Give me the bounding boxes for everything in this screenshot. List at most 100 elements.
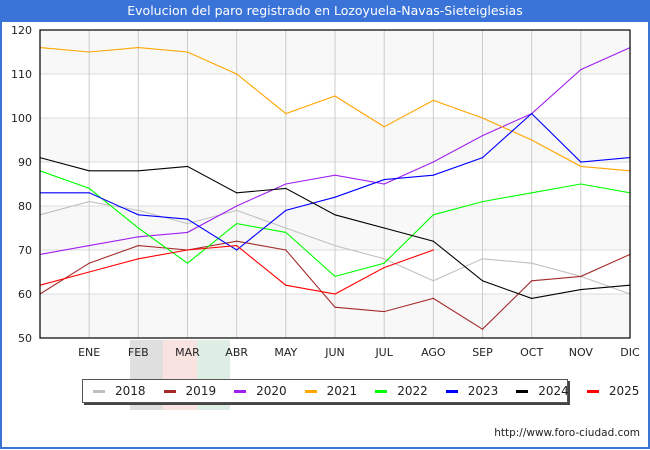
y-tick-label: 110 bbox=[11, 68, 32, 81]
data-point-2019 bbox=[88, 262, 90, 264]
data-point-2022 bbox=[481, 201, 484, 203]
data-point-2020 bbox=[334, 174, 336, 176]
data-point-2021 bbox=[88, 51, 90, 53]
x-tick-label: MAY bbox=[274, 346, 297, 359]
data-point-2022 bbox=[383, 262, 385, 264]
data-point-2023 bbox=[88, 192, 90, 194]
legend-item-2025: 2025 bbox=[586, 384, 639, 398]
data-point-2020 bbox=[186, 231, 189, 233]
x-tick-label: NOV bbox=[569, 346, 594, 359]
legend-label: 2020 bbox=[256, 384, 287, 398]
data-point-2025 bbox=[88, 271, 90, 273]
legend-swatch bbox=[234, 389, 247, 393]
data-point-2021 bbox=[432, 99, 434, 101]
data-point-2019 bbox=[137, 245, 139, 247]
data-point-2025 bbox=[383, 267, 385, 269]
data-point-2021 bbox=[236, 73, 238, 75]
data-point-2022 bbox=[531, 192, 533, 194]
data-point-2022 bbox=[137, 227, 139, 229]
y-tick-label: 60 bbox=[18, 288, 32, 301]
data-point-2024 bbox=[383, 227, 385, 229]
data-point-2022 bbox=[88, 187, 90, 189]
x-tick-label: MAR bbox=[175, 346, 200, 359]
data-point-2022 bbox=[285, 231, 287, 233]
source-url: http://www.foro-ciudad.com bbox=[494, 427, 640, 439]
legend-item-2023: 2023 bbox=[445, 384, 498, 398]
data-point-2023 bbox=[137, 214, 139, 216]
data-point-2024 bbox=[531, 297, 533, 299]
data-point-2021 bbox=[285, 113, 287, 115]
data-point-2025 bbox=[285, 284, 287, 286]
data-point-2019 bbox=[580, 275, 582, 277]
legend-label: 2024 bbox=[538, 384, 569, 398]
data-point-2024 bbox=[236, 192, 238, 194]
y-tick-label: 90 bbox=[18, 156, 32, 169]
data-point-2018 bbox=[236, 209, 238, 211]
legend-item-2022: 2022 bbox=[375, 384, 428, 398]
data-point-2023 bbox=[186, 218, 189, 220]
x-tick-label: SEP bbox=[472, 346, 493, 359]
data-point-2025 bbox=[432, 249, 434, 251]
data-point-2021 bbox=[334, 95, 336, 97]
x-tick-label: FEB bbox=[128, 346, 149, 359]
data-point-2019 bbox=[531, 280, 533, 282]
data-point-2019 bbox=[481, 328, 484, 330]
data-point-2025 bbox=[186, 249, 189, 251]
legend-label: 2022 bbox=[397, 384, 428, 398]
x-tick-label: DIC bbox=[620, 346, 640, 359]
data-point-2023 bbox=[531, 113, 533, 115]
legend-swatch bbox=[516, 389, 529, 393]
data-point-2020 bbox=[137, 236, 139, 238]
data-point-2020 bbox=[285, 183, 287, 185]
data-point-2020 bbox=[236, 205, 238, 207]
data-point-2019 bbox=[236, 240, 238, 242]
data-point-2020 bbox=[383, 183, 385, 185]
data-point-2024 bbox=[334, 214, 336, 216]
data-point-2025 bbox=[236, 245, 238, 247]
legend-swatch bbox=[586, 389, 599, 393]
data-point-2020 bbox=[432, 161, 434, 163]
data-point-2024 bbox=[285, 187, 287, 189]
legend-swatch bbox=[93, 389, 105, 393]
x-tick-label: JUN bbox=[324, 346, 345, 359]
data-point-2024 bbox=[580, 289, 582, 291]
legend-swatch bbox=[445, 389, 458, 393]
data-point-2024 bbox=[481, 280, 484, 282]
data-point-2021 bbox=[186, 51, 189, 53]
legend-label: 2018 bbox=[115, 384, 146, 398]
x-tick-label: AGO bbox=[421, 346, 446, 359]
y-tick-label: 70 bbox=[18, 244, 32, 257]
data-point-2018 bbox=[186, 223, 189, 225]
y-tick-label: 50 bbox=[18, 332, 32, 345]
data-point-2018 bbox=[88, 201, 90, 203]
data-point-2018 bbox=[334, 245, 336, 247]
data-point-2023 bbox=[432, 174, 434, 176]
data-point-2024 bbox=[88, 170, 90, 172]
chart-title: Evolucion del paro registrado en Lozoyue… bbox=[0, 0, 650, 22]
legend-swatch bbox=[163, 389, 176, 393]
data-point-2018 bbox=[481, 258, 484, 260]
data-point-2021 bbox=[137, 47, 139, 49]
data-point-2019 bbox=[334, 306, 336, 308]
data-point-2023 bbox=[236, 249, 238, 251]
plot-area-border bbox=[39, 29, 631, 339]
data-point-2021 bbox=[580, 165, 582, 167]
data-point-2020 bbox=[88, 245, 90, 247]
data-point-2021 bbox=[481, 117, 484, 119]
legend-label: 2021 bbox=[326, 384, 358, 398]
y-tick-label: 120 bbox=[11, 24, 32, 37]
y-tick-label: 80 bbox=[18, 200, 32, 213]
data-point-2018 bbox=[383, 258, 385, 260]
data-point-2021 bbox=[383, 126, 385, 128]
data-point-2024 bbox=[432, 240, 434, 242]
data-point-2019 bbox=[285, 249, 287, 251]
data-point-2019 bbox=[432, 297, 434, 299]
data-point-2025 bbox=[334, 293, 336, 295]
data-point-2022 bbox=[186, 262, 189, 264]
legend-swatch bbox=[304, 389, 317, 393]
x-tick-label: JUL bbox=[374, 346, 393, 359]
legend-item-2020: 2020 bbox=[234, 384, 287, 398]
data-point-2025 bbox=[137, 258, 139, 260]
legend-swatch bbox=[375, 389, 388, 393]
legend-item-2021: 2021 bbox=[304, 384, 358, 398]
